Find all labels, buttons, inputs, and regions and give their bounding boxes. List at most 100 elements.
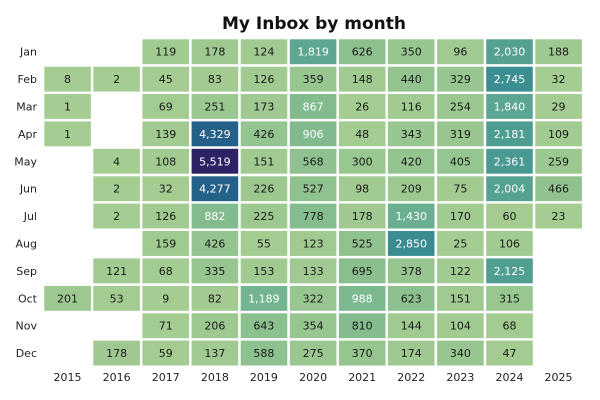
heatmap-cell xyxy=(240,94,288,119)
y-tick-label: Nov xyxy=(16,320,38,333)
heatmap-cell xyxy=(338,340,386,366)
cell-value-label: 206 xyxy=(204,320,225,333)
heatmap-cell xyxy=(142,340,189,366)
heatmap-cell xyxy=(338,313,386,339)
cell-value-label: 137 xyxy=(204,347,225,360)
heatmap-cell xyxy=(191,203,239,229)
heatmap-cell xyxy=(486,203,533,229)
cell-value-label: 68 xyxy=(159,265,173,278)
heatmap-cell xyxy=(240,258,288,284)
cell-value-label: 209 xyxy=(401,183,422,196)
heatmap-cell xyxy=(191,66,239,92)
heatmap-cell xyxy=(437,148,484,174)
cell-value-label: 8 xyxy=(64,73,71,86)
heatmap-cell xyxy=(437,258,484,284)
cell-value-label: 300 xyxy=(352,155,373,168)
cell-value-label: 2,850 xyxy=(396,238,428,251)
heatmap-cell xyxy=(535,176,582,202)
cell-value-label: 126 xyxy=(155,210,176,223)
heatmap-cell xyxy=(289,258,337,284)
y-tick-labels: Jan Feb Mar Apr May Jun Jul Aug Sep Oct Nov Dec xyxy=(14,46,37,360)
cell-value-label: 9 xyxy=(162,292,169,305)
cell-value-label: 1,819 xyxy=(297,46,329,59)
cell-value-label: 1 xyxy=(64,101,71,114)
heatmap-cell xyxy=(142,313,189,339)
heatmap-cell xyxy=(93,176,140,202)
heatmap-cell xyxy=(191,176,239,202)
heatmap-cell xyxy=(289,203,337,229)
heatmap-cell xyxy=(486,66,533,92)
cell-value-label: 315 xyxy=(499,292,520,305)
heatmap-cell xyxy=(191,231,239,256)
cell-value-label: 4,277 xyxy=(199,183,231,196)
cell-value-label: 108 xyxy=(155,155,176,168)
heatmap-cell xyxy=(240,313,288,339)
cell-value-label: 26 xyxy=(355,101,369,114)
cell-value-label: 106 xyxy=(499,238,520,251)
cell-value-label: 525 xyxy=(352,238,373,251)
cell-value-label: 121 xyxy=(106,265,127,278)
heatmap-cell xyxy=(486,313,533,339)
heatmap-cell xyxy=(240,66,288,92)
cell-value-label: 426 xyxy=(253,128,274,141)
x-tick-label: 2016 xyxy=(103,371,131,384)
heatmap-cell xyxy=(387,285,435,311)
cell-value-label: 626 xyxy=(352,46,373,59)
cell-value-label: 426 xyxy=(204,238,225,251)
heatmap-cell xyxy=(289,231,337,256)
cell-value-label: 343 xyxy=(401,128,422,141)
cell-value-label: 96 xyxy=(453,46,467,59)
cell-value-label: 335 xyxy=(204,265,225,278)
heatmap-cell xyxy=(486,340,533,366)
cell-value-label: 188 xyxy=(548,46,569,59)
cell-value-label: 588 xyxy=(253,347,274,360)
heatmap-cell xyxy=(486,39,533,65)
cell-value-label: 643 xyxy=(253,320,274,333)
cell-value-label: 116 xyxy=(401,101,422,114)
heatmap-cell xyxy=(535,203,582,229)
cell-value-label: 2,125 xyxy=(494,265,526,278)
cell-value-label: 170 xyxy=(450,210,471,223)
cell-value-label: 322 xyxy=(303,292,324,305)
heatmap-cell xyxy=(338,66,386,92)
heatmap-cell xyxy=(387,94,435,119)
heatmap-cell xyxy=(387,203,435,229)
cell-value-label: 359 xyxy=(303,73,324,86)
heatmap-cell xyxy=(142,176,189,202)
x-tick-label: 2022 xyxy=(397,371,425,384)
heatmap-cell xyxy=(338,203,386,229)
heatmap-cell xyxy=(486,258,533,284)
heatmap-cell xyxy=(142,258,189,284)
cell-value-label: 69 xyxy=(159,101,173,114)
x-tick-label: 2023 xyxy=(446,371,474,384)
heatmap-cell xyxy=(387,176,435,202)
cell-value-label: 151 xyxy=(450,292,471,305)
heatmap-cell xyxy=(289,285,337,311)
cell-value-label: 2,745 xyxy=(494,73,526,86)
cell-value-label: 354 xyxy=(303,320,324,333)
y-tick-label: Oct xyxy=(18,292,38,305)
heatmap-cell xyxy=(93,285,140,311)
heatmap-cell xyxy=(44,121,91,147)
cell-value-label: 83 xyxy=(208,73,222,86)
heatmap-cell xyxy=(486,231,533,256)
y-tick-label: May xyxy=(14,155,37,168)
cell-value-label: 695 xyxy=(352,265,373,278)
cell-value-label: 4,329 xyxy=(199,128,231,141)
cell-value-label: 53 xyxy=(110,292,124,305)
heatmap-cell xyxy=(338,285,386,311)
y-tick-label: Feb xyxy=(18,73,37,86)
heatmap-cell xyxy=(289,121,337,147)
heatmap-cell xyxy=(142,203,189,229)
cell-value-label: 178 xyxy=(106,347,127,360)
cell-value-label: 810 xyxy=(352,320,373,333)
heatmap-cell xyxy=(240,340,288,366)
y-tick-label: Apr xyxy=(18,128,38,141)
heatmap-cell xyxy=(142,231,189,256)
chart-title: My Inbox by month xyxy=(222,14,406,34)
x-tick-label: 2015 xyxy=(54,371,82,384)
y-tick-label: Aug xyxy=(16,238,37,251)
heatmap-cell xyxy=(338,231,386,256)
heatmap-cell xyxy=(93,148,140,174)
cell-value-label: 2 xyxy=(113,210,120,223)
